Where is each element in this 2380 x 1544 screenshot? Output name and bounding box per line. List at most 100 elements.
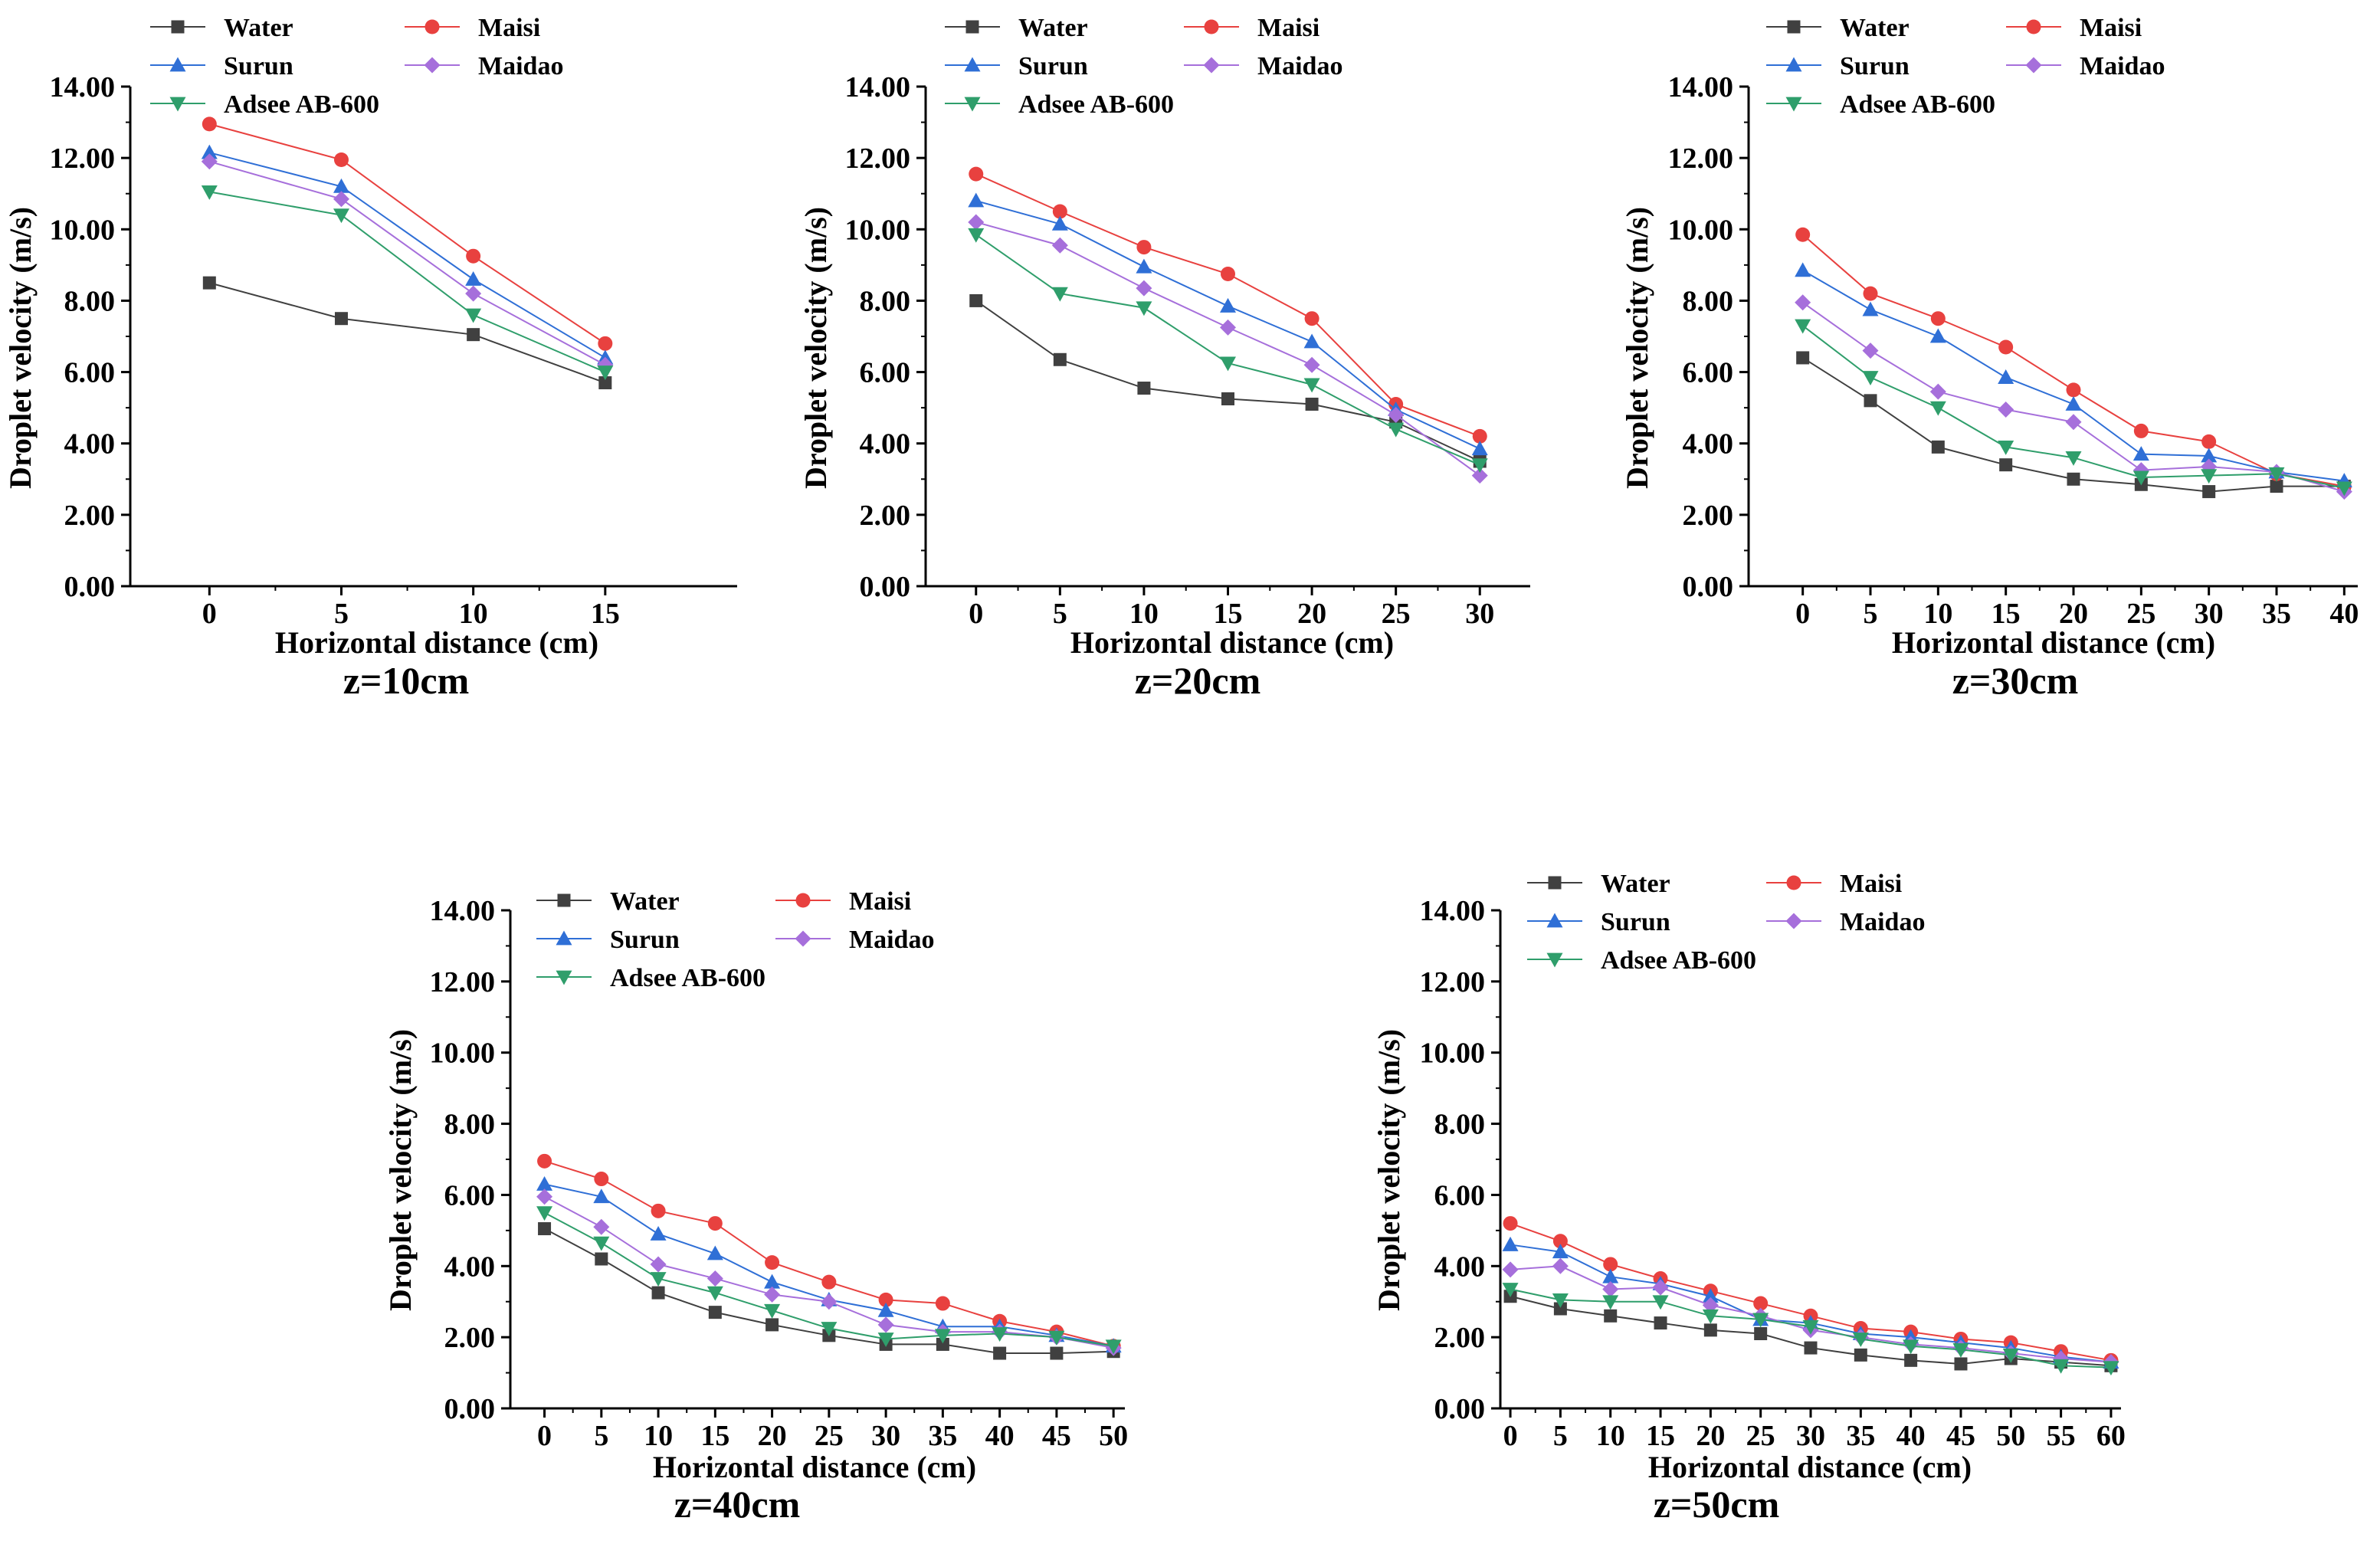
data-point-maidao (968, 214, 985, 231)
y-tick-label: 6.00 (860, 357, 911, 389)
legend-marker-maidao (2025, 57, 2042, 74)
data-point-adsee-ab-600 (1502, 1283, 1519, 1297)
y-tick-label: 0.00 (1434, 1393, 1486, 1425)
y-tick-label: 2.00 (64, 500, 116, 532)
x-tick-label: 0 (202, 598, 217, 630)
data-point-adsee-ab-600 (1652, 1295, 1669, 1310)
data-point-surun (333, 178, 349, 193)
data-point-water (1305, 397, 1319, 411)
data-point-surun (1552, 1244, 1569, 1259)
data-point-maisi (1472, 428, 1487, 444)
data-point-adsee-ab-600 (1048, 1330, 1065, 1346)
legend-label-adsee-ab-600: Adsee AB-600 (610, 964, 765, 992)
panel-caption: z=10cm (343, 659, 470, 702)
data-point-maisi (2066, 382, 2081, 398)
x-tick-label: 0 (1795, 598, 1810, 630)
legend-label-maisi: Maisi (478, 14, 540, 42)
data-point-surun (2132, 446, 2149, 461)
data-point-maisi (598, 336, 613, 351)
data-point-water (936, 1337, 949, 1351)
legend-marker-surun (1546, 913, 1563, 928)
x-tick-label: 30 (871, 1420, 900, 1452)
data-point-maidao (1136, 280, 1152, 297)
x-tick-label: 0 (537, 1420, 552, 1452)
data-point-adsee-ab-600 (968, 228, 985, 243)
x-axis-title: Horizontal distance (cm) (653, 1450, 976, 1484)
data-point-water (1221, 392, 1234, 405)
data-point-water (1864, 394, 1877, 408)
legend-label-maidao: Maidao (478, 52, 563, 80)
panel-z40: z=40cm Horizontal distance (cm) Droplet … (383, 887, 1128, 1526)
series-line-maidao (975, 221, 1480, 477)
data-point-surun (593, 1188, 610, 1204)
data-point-adsee-ab-600 (2103, 1361, 2119, 1376)
data-point-adsee-ab-600 (1998, 440, 2014, 455)
data-point-maisi (1221, 267, 1235, 281)
legend-marker-maisi (425, 19, 440, 34)
data-point-water (2202, 485, 2216, 499)
legend-label-maidao: Maidao (849, 926, 934, 954)
data-point-maisi (1753, 1296, 1769, 1311)
panel-caption: z=50cm (1654, 1483, 1780, 1526)
legend-marker-water (1787, 20, 1801, 34)
data-point-adsee-ab-600 (2268, 467, 2285, 482)
data-point-adsee-ab-600 (1303, 378, 1320, 393)
x-tick-label: 10 (1129, 598, 1159, 630)
data-point-maisi (707, 1216, 723, 1231)
data-point-maidao (2065, 414, 2082, 431)
y-tick-label: 14.00 (1668, 71, 1734, 103)
x-tick-label: 15 (591, 598, 620, 630)
panel-caption: z=20cm (1135, 659, 1261, 702)
data-point-water (1954, 1357, 1968, 1371)
data-point-adsee-ab-600 (992, 1327, 1008, 1342)
data-point-maidao (706, 1270, 723, 1287)
y-tick-label: 10.00 (50, 214, 116, 246)
x-tick-label: 20 (2059, 598, 2088, 630)
data-point-maidao (333, 191, 349, 208)
legend-marker-maisi (1204, 19, 1219, 34)
data-point-maisi (537, 1153, 552, 1169)
data-point-maisi (1136, 240, 1152, 255)
series-line-adsee-ab-600 (209, 191, 606, 373)
legend-label-surun: Surun (1840, 52, 1910, 80)
data-point-water (334, 312, 348, 326)
legend-label-adsee-ab-600: Adsee AB-600 (1840, 90, 1995, 119)
legend-label-water: Water (224, 14, 293, 42)
legend: Water Maisi Surun Maidao Adsee AB-600 (1527, 870, 1925, 975)
data-point-surun (1602, 1268, 1619, 1283)
legend-label-water: Water (610, 887, 680, 916)
x-tick-label: 5 (1864, 598, 1878, 630)
y-axis-title: Droplet velocity (m/s) (1372, 1029, 1406, 1311)
data-point-water (651, 1286, 665, 1300)
y-tick-label: 8.00 (1434, 1109, 1486, 1141)
data-point-adsee-ab-600 (2201, 469, 2218, 484)
legend-marker-maidao (795, 930, 811, 947)
data-point-adsee-ab-600 (821, 1322, 838, 1337)
panel-z20: z=20cm Horizontal distance (cm) Droplet … (798, 14, 1530, 702)
data-point-maisi (594, 1172, 609, 1187)
y-tick-label: 4.00 (444, 1251, 496, 1283)
legend: Water Maisi Surun Maidao Adsee AB-600 (150, 14, 563, 119)
panel-caption: z=40cm (674, 1483, 801, 1526)
data-point-surun (465, 270, 482, 286)
y-tick-label: 0.00 (64, 571, 116, 603)
data-point-adsee-ab-600 (706, 1286, 723, 1301)
data-point-adsee-ab-600 (934, 1329, 951, 1344)
y-tick-label: 0.00 (860, 571, 911, 603)
series-line-maisi (1510, 1222, 2112, 1362)
data-point-adsee-ab-600 (764, 1303, 781, 1319)
data-point-maidao (1602, 1280, 1619, 1297)
data-point-adsee-ab-600 (536, 1206, 553, 1221)
data-point-adsee-ab-600 (1051, 287, 1068, 302)
data-point-water (1904, 1353, 1918, 1367)
series-line-water (209, 282, 606, 384)
legend-marker-water (171, 20, 185, 34)
data-point-adsee-ab-600 (2053, 1359, 2070, 1374)
x-tick-label: 15 (1992, 598, 2021, 630)
data-point-maisi (1795, 227, 1811, 242)
data-point-maisi (1863, 286, 1878, 301)
x-tick-label: 45 (1946, 1420, 1975, 1452)
y-tick-label: 10.00 (1420, 1038, 1486, 1070)
x-tick-label: 50 (1099, 1420, 1128, 1452)
